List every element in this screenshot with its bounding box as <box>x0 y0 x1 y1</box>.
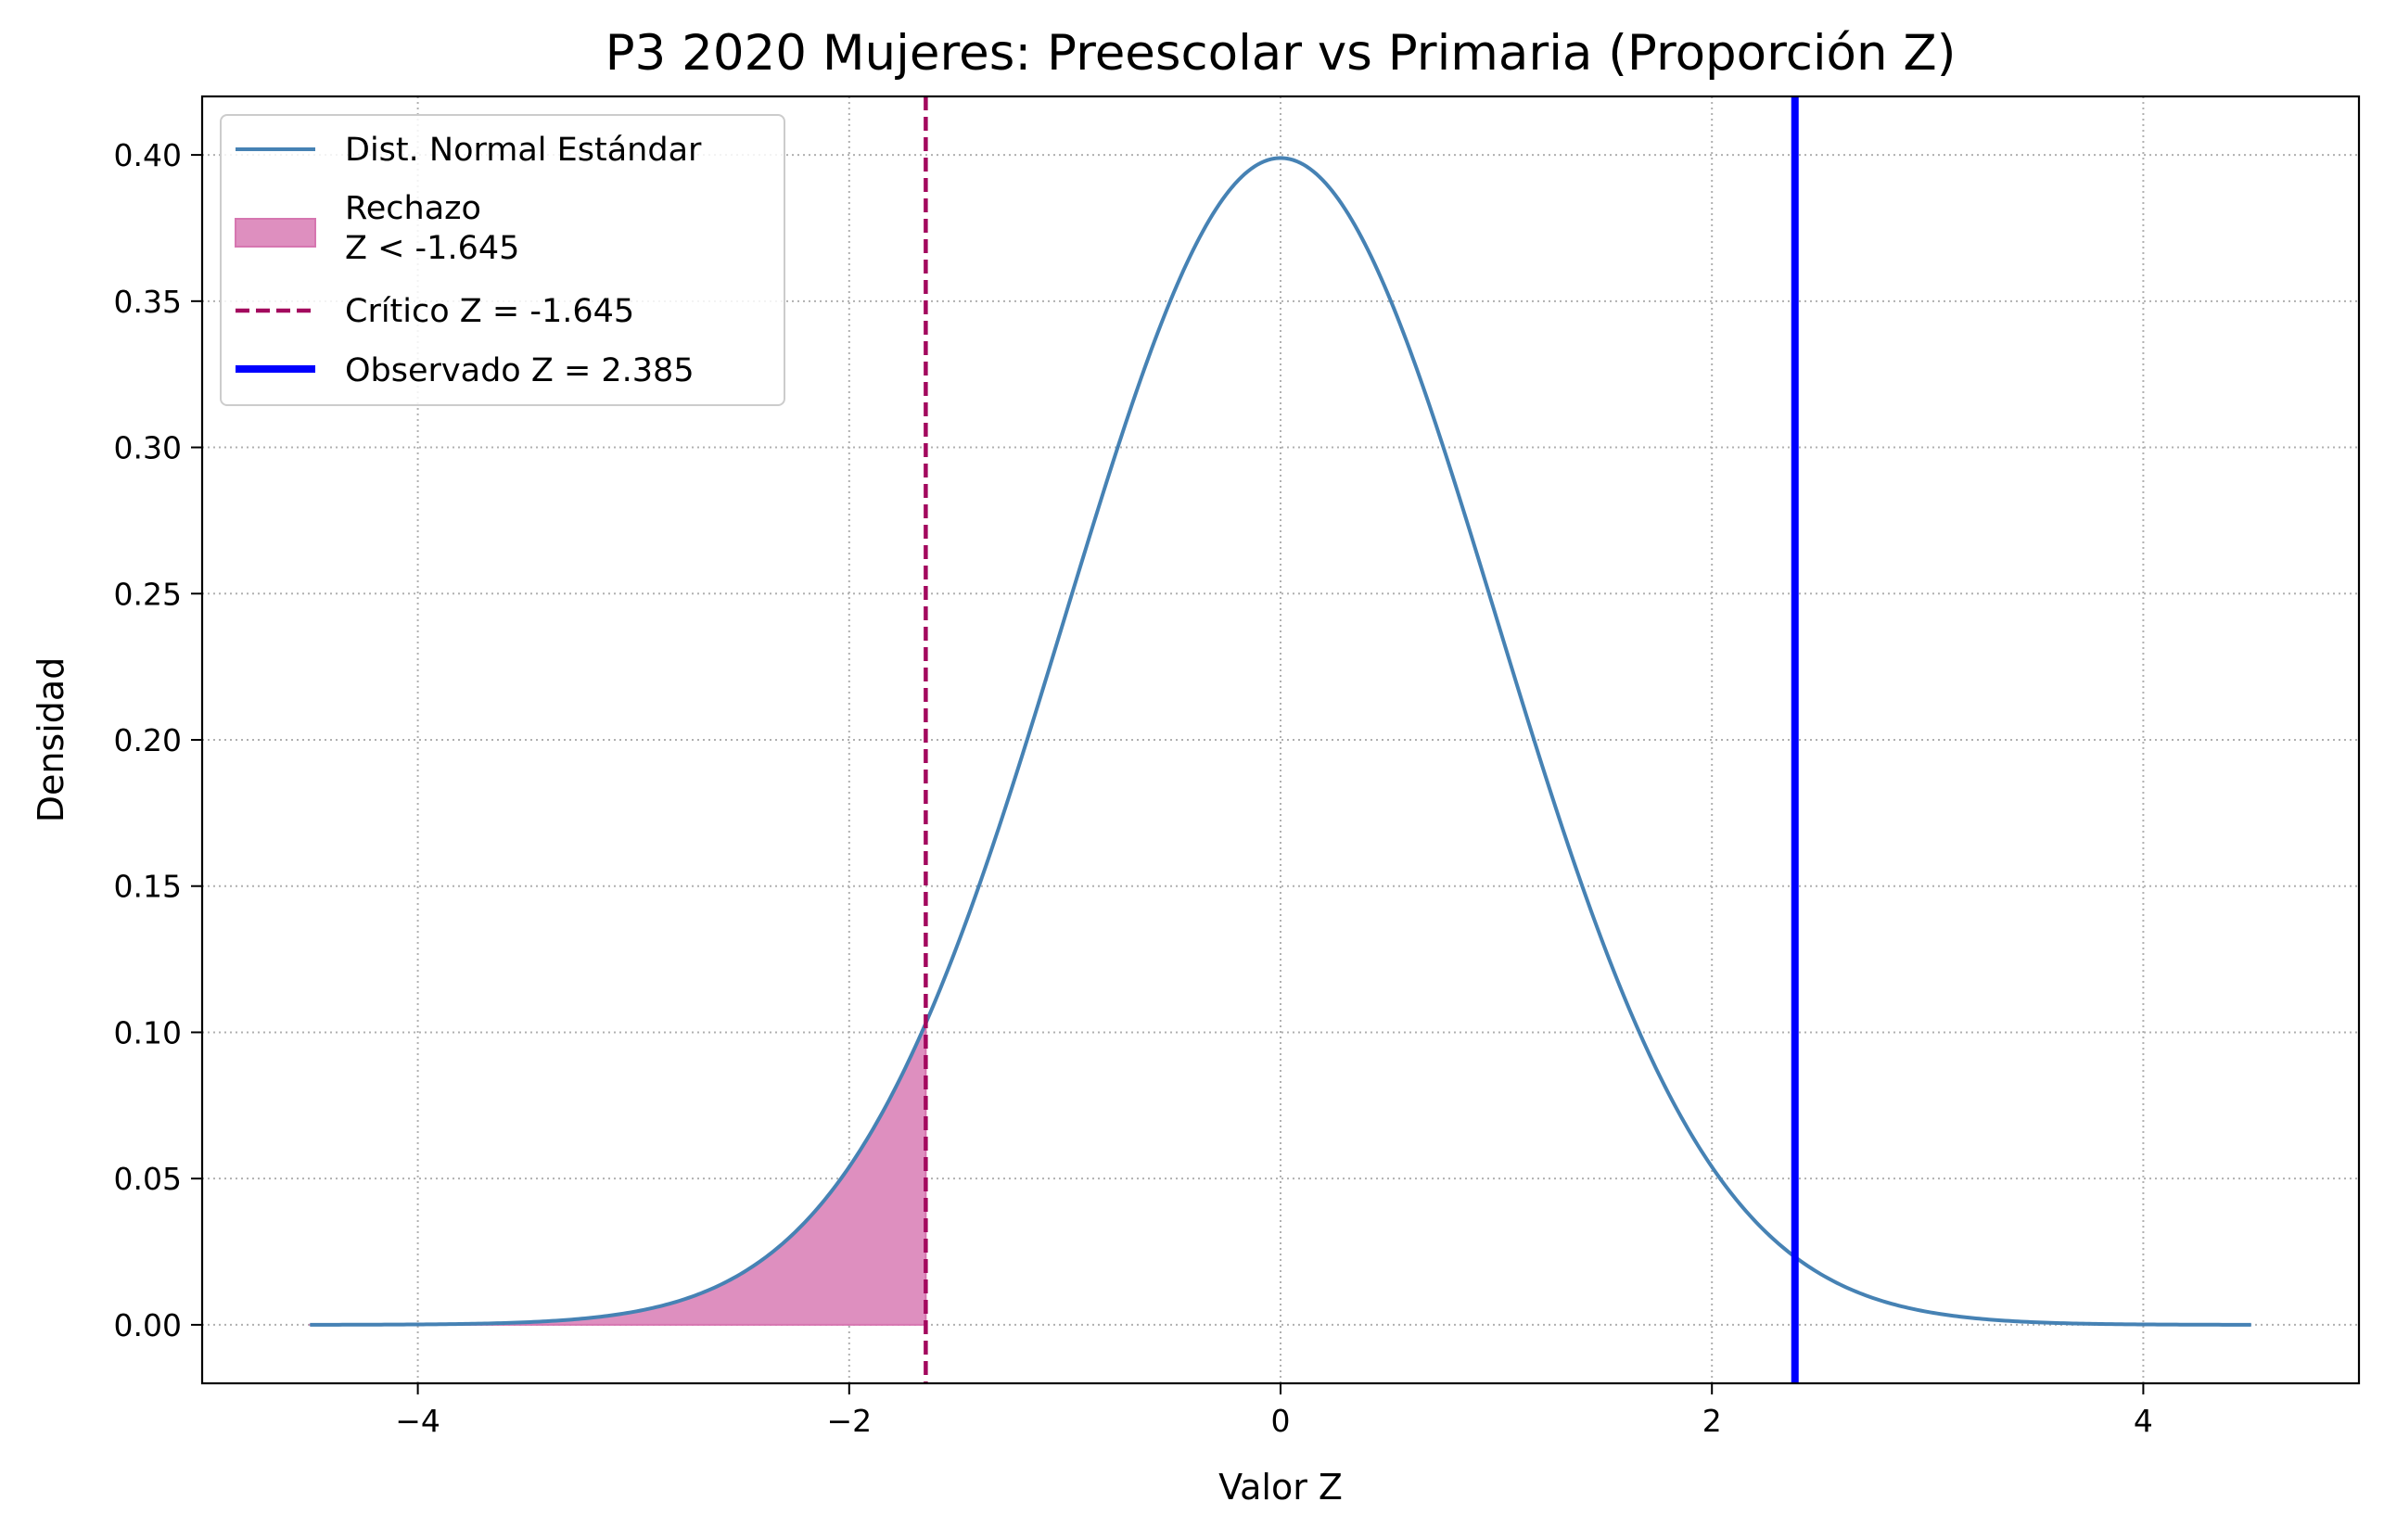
y-axis-label: Densidad <box>31 657 71 823</box>
normal-curve <box>310 156 2251 1327</box>
legend-label-critical: Crítico Z = -1.645 <box>345 293 634 330</box>
y-axis-ticks: 0.00 0.05 0.10 0.15 0.20 0.25 0.30 0.35 0.40 <box>114 137 202 1343</box>
y-tick-label: 0.40 <box>114 137 182 173</box>
x-axis-label: Valor Z <box>1218 1467 1343 1508</box>
grid-lines <box>202 96 2359 1383</box>
y-tick-label: 0.05 <box>114 1161 182 1197</box>
legend-box <box>220 114 785 406</box>
reference-lines-layer <box>924 96 1799 1383</box>
x-axis-ticks: −4 −2 0 2 4 <box>395 1383 2153 1439</box>
x-tick-label: −2 <box>826 1403 872 1439</box>
curve-layer <box>310 156 2251 1327</box>
legend-label-rejection-line: Rechazo <box>345 190 481 227</box>
legend-handles <box>235 147 316 373</box>
y-tick-label: 0.10 <box>114 1014 182 1050</box>
y-tick-label: 0.15 <box>114 869 182 905</box>
legend-label-rejection: Rechazo Z < -1.645 <box>345 190 519 267</box>
legend-label-normal: Dist. Normal Estándar <box>345 132 702 169</box>
x-tick-label: 2 <box>1702 1403 1722 1439</box>
y-tick-label: 0.35 <box>114 284 182 320</box>
x-tick-label: 0 <box>1271 1403 1291 1439</box>
legend-handle-rejection <box>235 218 316 248</box>
legend: Dist. Normal Estándar Rechazo Z < -1.645 … <box>220 114 785 406</box>
y-tick-label: 0.30 <box>114 430 182 466</box>
y-tick-label: 0.00 <box>114 1307 182 1343</box>
chart-title: P3 2020 Mujeres: Preescolar vs Primaria … <box>606 25 1957 82</box>
y-tick-label: 0.20 <box>114 722 182 758</box>
x-tick-label: 4 <box>2134 1403 2153 1439</box>
legend-label-observed: Observado Z = 2.385 <box>345 352 695 389</box>
y-tick-label: 0.25 <box>114 576 182 612</box>
legend-label-rejection-line: Z < -1.645 <box>345 230 519 267</box>
x-tick-label: −4 <box>395 1403 440 1439</box>
